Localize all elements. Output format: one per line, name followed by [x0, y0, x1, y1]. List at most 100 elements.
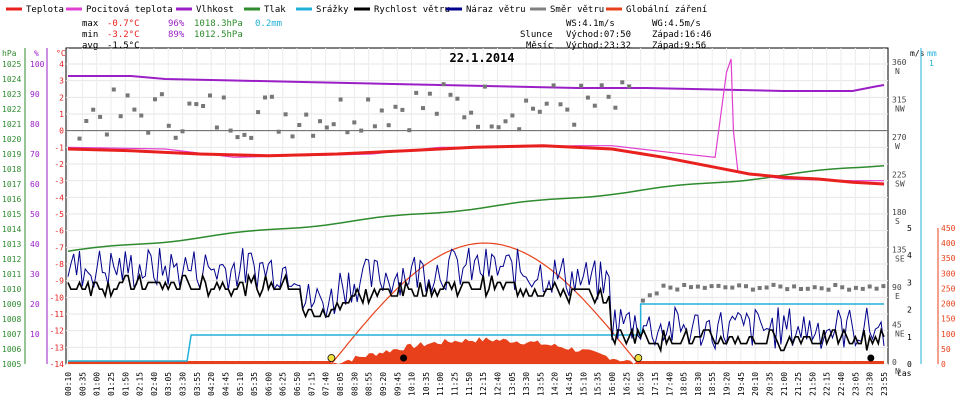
- wind-dir-point: [647, 293, 652, 298]
- wind-dir-point: [510, 113, 515, 118]
- dir-tick-label: W: [895, 142, 900, 151]
- wind-dir-point: [228, 128, 233, 133]
- x-tick-label: 06:25: [279, 372, 288, 396]
- hpa-tick-label: 1020: [2, 135, 21, 144]
- wind-dir-point: [565, 107, 570, 112]
- wind-unit: m/s: [910, 49, 925, 58]
- x-tick-label: 09:20: [379, 372, 388, 396]
- wind-dir-point: [524, 98, 529, 103]
- wind-dir-point: [256, 110, 261, 115]
- wind-tick-label: 1: [907, 333, 912, 342]
- wind-dir-point: [139, 113, 144, 118]
- x-tick-label: 18:05: [680, 372, 689, 396]
- dir-tick-deg: 180: [892, 208, 907, 217]
- wind-dir-point: [84, 119, 89, 123]
- wind-dir-point: [249, 135, 254, 140]
- dir-tick-deg: 0: [892, 358, 897, 367]
- temp-tick-label: 4: [59, 60, 64, 69]
- wind-dir-point: [716, 283, 721, 288]
- wind-dir-point: [695, 284, 700, 289]
- rad-tick-label: 150: [941, 315, 956, 324]
- hpa-tick-label: 1005: [2, 360, 21, 369]
- wind-dir-point: [208, 93, 212, 98]
- x-tick-label: 21:00: [780, 372, 789, 396]
- wind-dir-point: [847, 287, 852, 292]
- hpa-tick-label: 1018: [2, 165, 21, 174]
- wind-dir-point: [860, 286, 865, 291]
- pct-tick-label: 40: [30, 240, 40, 249]
- wind-dir-point: [352, 120, 357, 125]
- wind-dir-point: [304, 112, 309, 117]
- x-tick-label: 19:45: [737, 372, 746, 396]
- astro-wg: WG:4.5m/s: [652, 19, 701, 29]
- wind-dir-point: [159, 92, 164, 97]
- radiation-area: [68, 337, 884, 364]
- wind-dir-point: [737, 283, 742, 288]
- wind-dir-point: [606, 94, 611, 99]
- legend-label: Pocitová teplota: [86, 5, 173, 15]
- wind-dir-point: [551, 83, 556, 88]
- wind-dir-point: [386, 123, 391, 128]
- wind-dir-point: [709, 284, 714, 289]
- temp-tick-label: -8: [54, 260, 64, 269]
- temp-tick-label: 1: [59, 110, 64, 119]
- wind-dir-point: [421, 106, 425, 111]
- wind-dir-point: [441, 82, 446, 87]
- wind-dir-point: [118, 114, 123, 119]
- x-tick-label: 07:40: [322, 372, 331, 396]
- astro-sunset: Západ:16:46: [652, 30, 712, 40]
- stat-max-label: max: [82, 19, 99, 29]
- plot-area: [65, 47, 889, 365]
- astro-sunrise: Východ:07:50: [566, 30, 631, 40]
- rad-tick-label: 100: [941, 330, 956, 339]
- x-tick-label: 15:10: [579, 372, 588, 396]
- wind-dir-point: [537, 109, 542, 114]
- wind-dir-point: [689, 285, 693, 290]
- dir-tick-deg: 135: [892, 246, 907, 255]
- wind-dir-point: [874, 286, 879, 291]
- x-tick-label: 08:30: [350, 372, 359, 396]
- chart-title: 22.1.2014: [449, 51, 514, 65]
- wind-dir-point: [462, 115, 467, 120]
- wind-dir-point: [180, 129, 185, 134]
- temp-tick-label: -10: [50, 293, 65, 302]
- pct-tick-label: 50: [30, 210, 40, 219]
- dir-tick-deg: 90: [892, 283, 902, 292]
- wind-dir-point: [723, 285, 728, 290]
- x-tick-label: 11:50: [465, 372, 474, 396]
- temp-tick-label: 3: [59, 77, 64, 86]
- wind-dir-point: [613, 105, 618, 110]
- legend-label: Srážky: [316, 5, 349, 15]
- wind-dir-point: [853, 285, 858, 290]
- temp-tick-label: -5: [54, 210, 64, 219]
- x-tick-label: 21:50: [808, 372, 817, 396]
- hpa-tick-label: 1016: [2, 195, 21, 204]
- temp-tick-label: -1: [54, 143, 64, 152]
- dir-tick-label: N: [895, 367, 900, 376]
- pct-tick-label: 90: [30, 90, 40, 99]
- x-tick-label: 04:20: [207, 372, 216, 396]
- wind-dir-point: [276, 129, 281, 134]
- wind-dir-point: [400, 107, 405, 112]
- temp-tick-label: -7: [54, 243, 64, 252]
- x-tick-label: 11:25: [451, 372, 460, 396]
- astro-sun-label: Slunce: [520, 30, 553, 40]
- x-tick-label: 01:25: [107, 372, 116, 396]
- hpa-tick-label: 1010: [2, 285, 21, 294]
- temp-tick-label: -14: [50, 360, 65, 369]
- wind-dir-point: [702, 285, 707, 290]
- wind-dir-point: [283, 112, 288, 117]
- hpa-tick-label: 1024: [2, 75, 21, 84]
- x-tick-label: 03:55: [193, 372, 202, 396]
- x-tick-label: 00:10: [64, 372, 73, 396]
- wind-dir-point: [331, 122, 336, 127]
- wind-dir-point: [682, 283, 687, 287]
- x-tick-label: 06:50: [293, 372, 302, 396]
- x-tick-label: 01:00: [93, 372, 102, 396]
- x-tick-label: 12:40: [493, 372, 502, 396]
- wind-tick-label: 4: [907, 251, 912, 260]
- hpa-tick-label: 1023: [2, 90, 21, 99]
- pct-tick-label: 10: [30, 330, 40, 339]
- stat-max-press: 1018.3hPa: [194, 19, 243, 29]
